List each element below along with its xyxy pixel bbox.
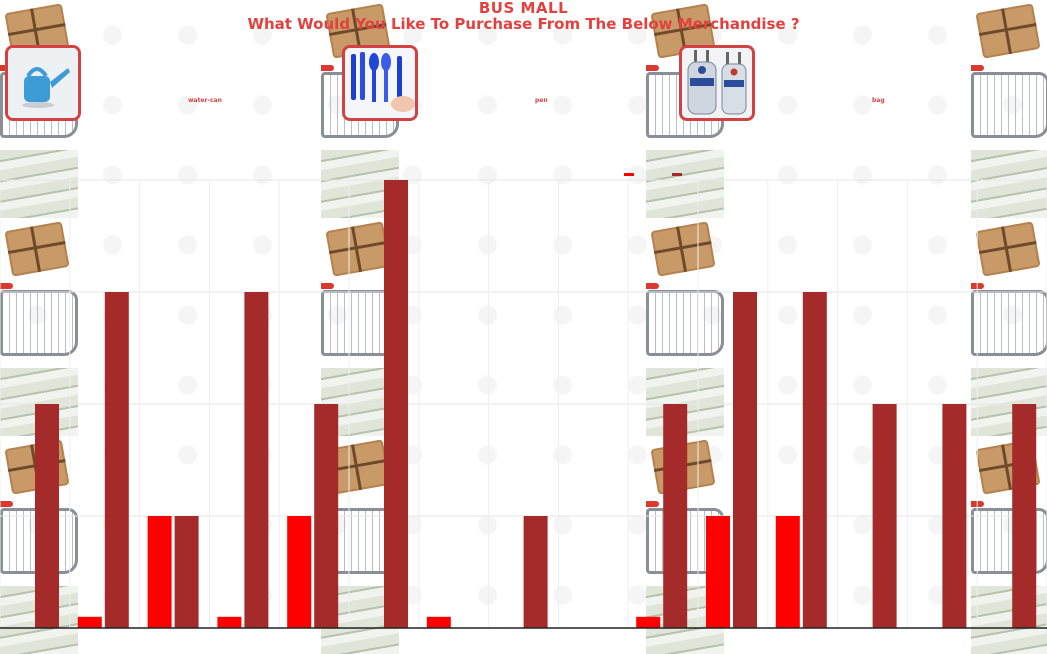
chart-bar xyxy=(523,516,548,628)
product-label-water-can: water-can xyxy=(188,97,222,104)
votes-bar-chart xyxy=(0,173,1047,629)
chart-bar xyxy=(77,616,102,628)
background-tile xyxy=(971,0,1047,218)
chart-bar xyxy=(314,404,339,628)
chart-bar xyxy=(942,404,967,628)
chart-bar xyxy=(174,516,199,628)
chart-bar xyxy=(872,404,897,628)
pen-icon xyxy=(345,48,415,118)
legend-swatch xyxy=(624,173,634,176)
chart-bar xyxy=(384,180,408,628)
chart-bar xyxy=(775,516,800,628)
bag-icon xyxy=(682,48,752,118)
product-label-pen: pen xyxy=(535,97,548,104)
chart-bar xyxy=(733,292,757,628)
money-image xyxy=(0,150,78,218)
chart-bar xyxy=(706,516,730,628)
product-image-bag[interactable] xyxy=(679,45,755,121)
chart-bar xyxy=(663,404,688,628)
page-subtitle: What Would You Like To Purchase From The… xyxy=(247,15,800,33)
legend-swatch xyxy=(672,173,682,176)
chart-bar xyxy=(802,292,827,628)
page-title: BUS MALL xyxy=(478,0,569,17)
chart-bar xyxy=(217,616,242,628)
money-image xyxy=(971,150,1047,218)
shopping-cart-image xyxy=(971,65,1047,138)
chart-bar xyxy=(426,616,451,628)
chart-bar xyxy=(147,516,172,628)
chart-bar xyxy=(287,516,312,628)
water-can-icon xyxy=(8,48,78,118)
chart-bar xyxy=(244,292,269,628)
money-image xyxy=(646,150,724,218)
product-image-pen[interactable] xyxy=(342,45,418,121)
chart-bar xyxy=(35,404,59,628)
chart-bar xyxy=(636,616,661,628)
product-label-bag: bag xyxy=(872,97,885,104)
chart-bar xyxy=(104,292,129,628)
product-image-water-can[interactable] xyxy=(5,45,81,121)
chart-bar xyxy=(1012,404,1037,628)
